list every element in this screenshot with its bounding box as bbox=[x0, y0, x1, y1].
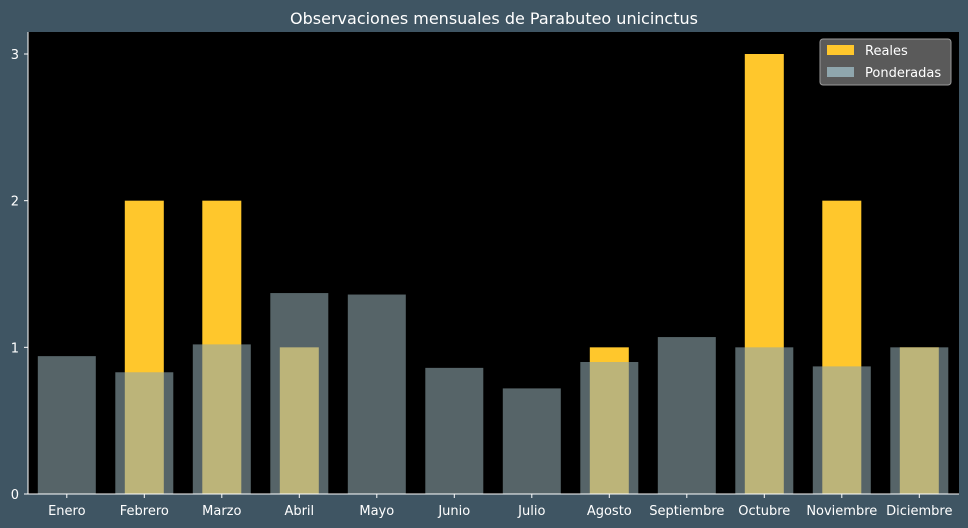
y-tick-label: 1 bbox=[11, 341, 19, 356]
x-tick-label: Marzo bbox=[202, 504, 241, 519]
bar-ponderadas-noviembre bbox=[812, 366, 871, 494]
x-tick-label: Junio bbox=[437, 504, 470, 519]
axes: Enero Febrero Marzo Abril Mayo Junio Julio Agos… bbox=[11, 32, 959, 519]
x-tick-label: Diciembre bbox=[886, 504, 952, 519]
bar-ponderadas-junio bbox=[425, 367, 484, 494]
bar-ponderadas-agosto bbox=[580, 362, 639, 494]
x-tick-label: Septiembre bbox=[649, 504, 724, 519]
y-tick-label: 0 bbox=[11, 488, 19, 503]
bar-ponderadas-diciembre bbox=[890, 347, 949, 494]
legend-label-reales: Reales bbox=[865, 44, 908, 59]
legend-label-ponderadas: Ponderadas bbox=[865, 66, 941, 81]
series-ponderadas bbox=[37, 293, 949, 494]
x-tick-label: Agosto bbox=[587, 504, 632, 519]
x-tick-label: Octubre bbox=[738, 504, 790, 519]
legend-swatch-ponderadas bbox=[827, 67, 854, 77]
x-tick-label: Noviembre bbox=[806, 504, 877, 519]
x-tick-label: Febrero bbox=[120, 504, 169, 519]
bar-ponderadas-abril bbox=[270, 293, 329, 494]
x-tick-label: Julio bbox=[517, 504, 545, 519]
bar-ponderadas-julio bbox=[502, 388, 561, 494]
y-tick-label: 3 bbox=[11, 48, 19, 63]
bar-ponderadas-enero bbox=[37, 356, 96, 494]
bar-ponderadas-febrero bbox=[115, 372, 174, 494]
x-tick-label: Mayo bbox=[359, 504, 394, 519]
x-tick-label: Enero bbox=[48, 504, 86, 519]
x-tick-label: Abril bbox=[284, 504, 314, 519]
chart-title: Observaciones mensuales de Parabuteo uni… bbox=[290, 9, 698, 28]
plot-area bbox=[28, 32, 959, 494]
bar-ponderadas-marzo bbox=[192, 344, 251, 494]
bar-ponderadas-septiembre bbox=[657, 337, 716, 494]
legend: Reales Ponderadas bbox=[819, 38, 952, 86]
bar-ponderadas-mayo bbox=[347, 294, 406, 494]
bar-ponderadas-octubre bbox=[735, 347, 794, 494]
y-tick-label: 2 bbox=[11, 195, 19, 210]
legend-swatch-reales bbox=[827, 45, 854, 55]
